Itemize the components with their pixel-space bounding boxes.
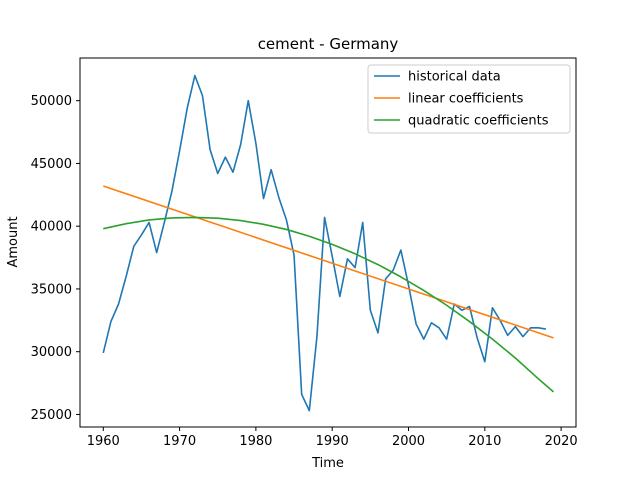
legend-label-linear-coefficients: linear coefficients [408, 92, 524, 107]
y-tick-label: 45000 [31, 157, 72, 172]
y-tick-label: 25000 [31, 408, 72, 423]
y-tick-label: 40000 [31, 220, 72, 235]
x-tick-label: 2010 [468, 434, 501, 449]
y-tick-label: 35000 [31, 282, 72, 297]
x-tick-label: 1990 [316, 434, 349, 449]
x-tick-label: 2020 [545, 434, 578, 449]
x-tick-label: 1960 [87, 434, 120, 449]
axes-frame [79, 57, 577, 428]
y-tick-label: 50000 [31, 94, 72, 109]
legend: historical data linear coefficients quadra… [367, 64, 571, 134]
legend-label-historical-data: historical data [408, 70, 501, 85]
x-axis-label: Time [311, 456, 344, 471]
series-layer [102, 74, 555, 412]
series-line-quadratic-coefficients [103, 216, 555, 393]
legend-label-quadratic-coefficients: quadratic coefficients [408, 114, 549, 129]
x-tick-label: 2000 [392, 434, 425, 449]
x-tick-label: 1980 [239, 434, 272, 449]
y-tick-label: 30000 [31, 345, 72, 360]
y-axis-label: Amount [6, 216, 21, 267]
series-line-historical-data [102, 74, 546, 412]
series-line-linear-coefficients [103, 185, 554, 339]
y-axis: 25000 30000 35000 40000 45000 50000 [31, 94, 80, 423]
legend-box [367, 64, 571, 134]
x-tick-label: 1970 [163, 434, 196, 449]
x-axis: 1960 1970 1980 1990 2000 2010 2020 [87, 427, 578, 449]
chart-title: cement - Germany [258, 35, 399, 53]
